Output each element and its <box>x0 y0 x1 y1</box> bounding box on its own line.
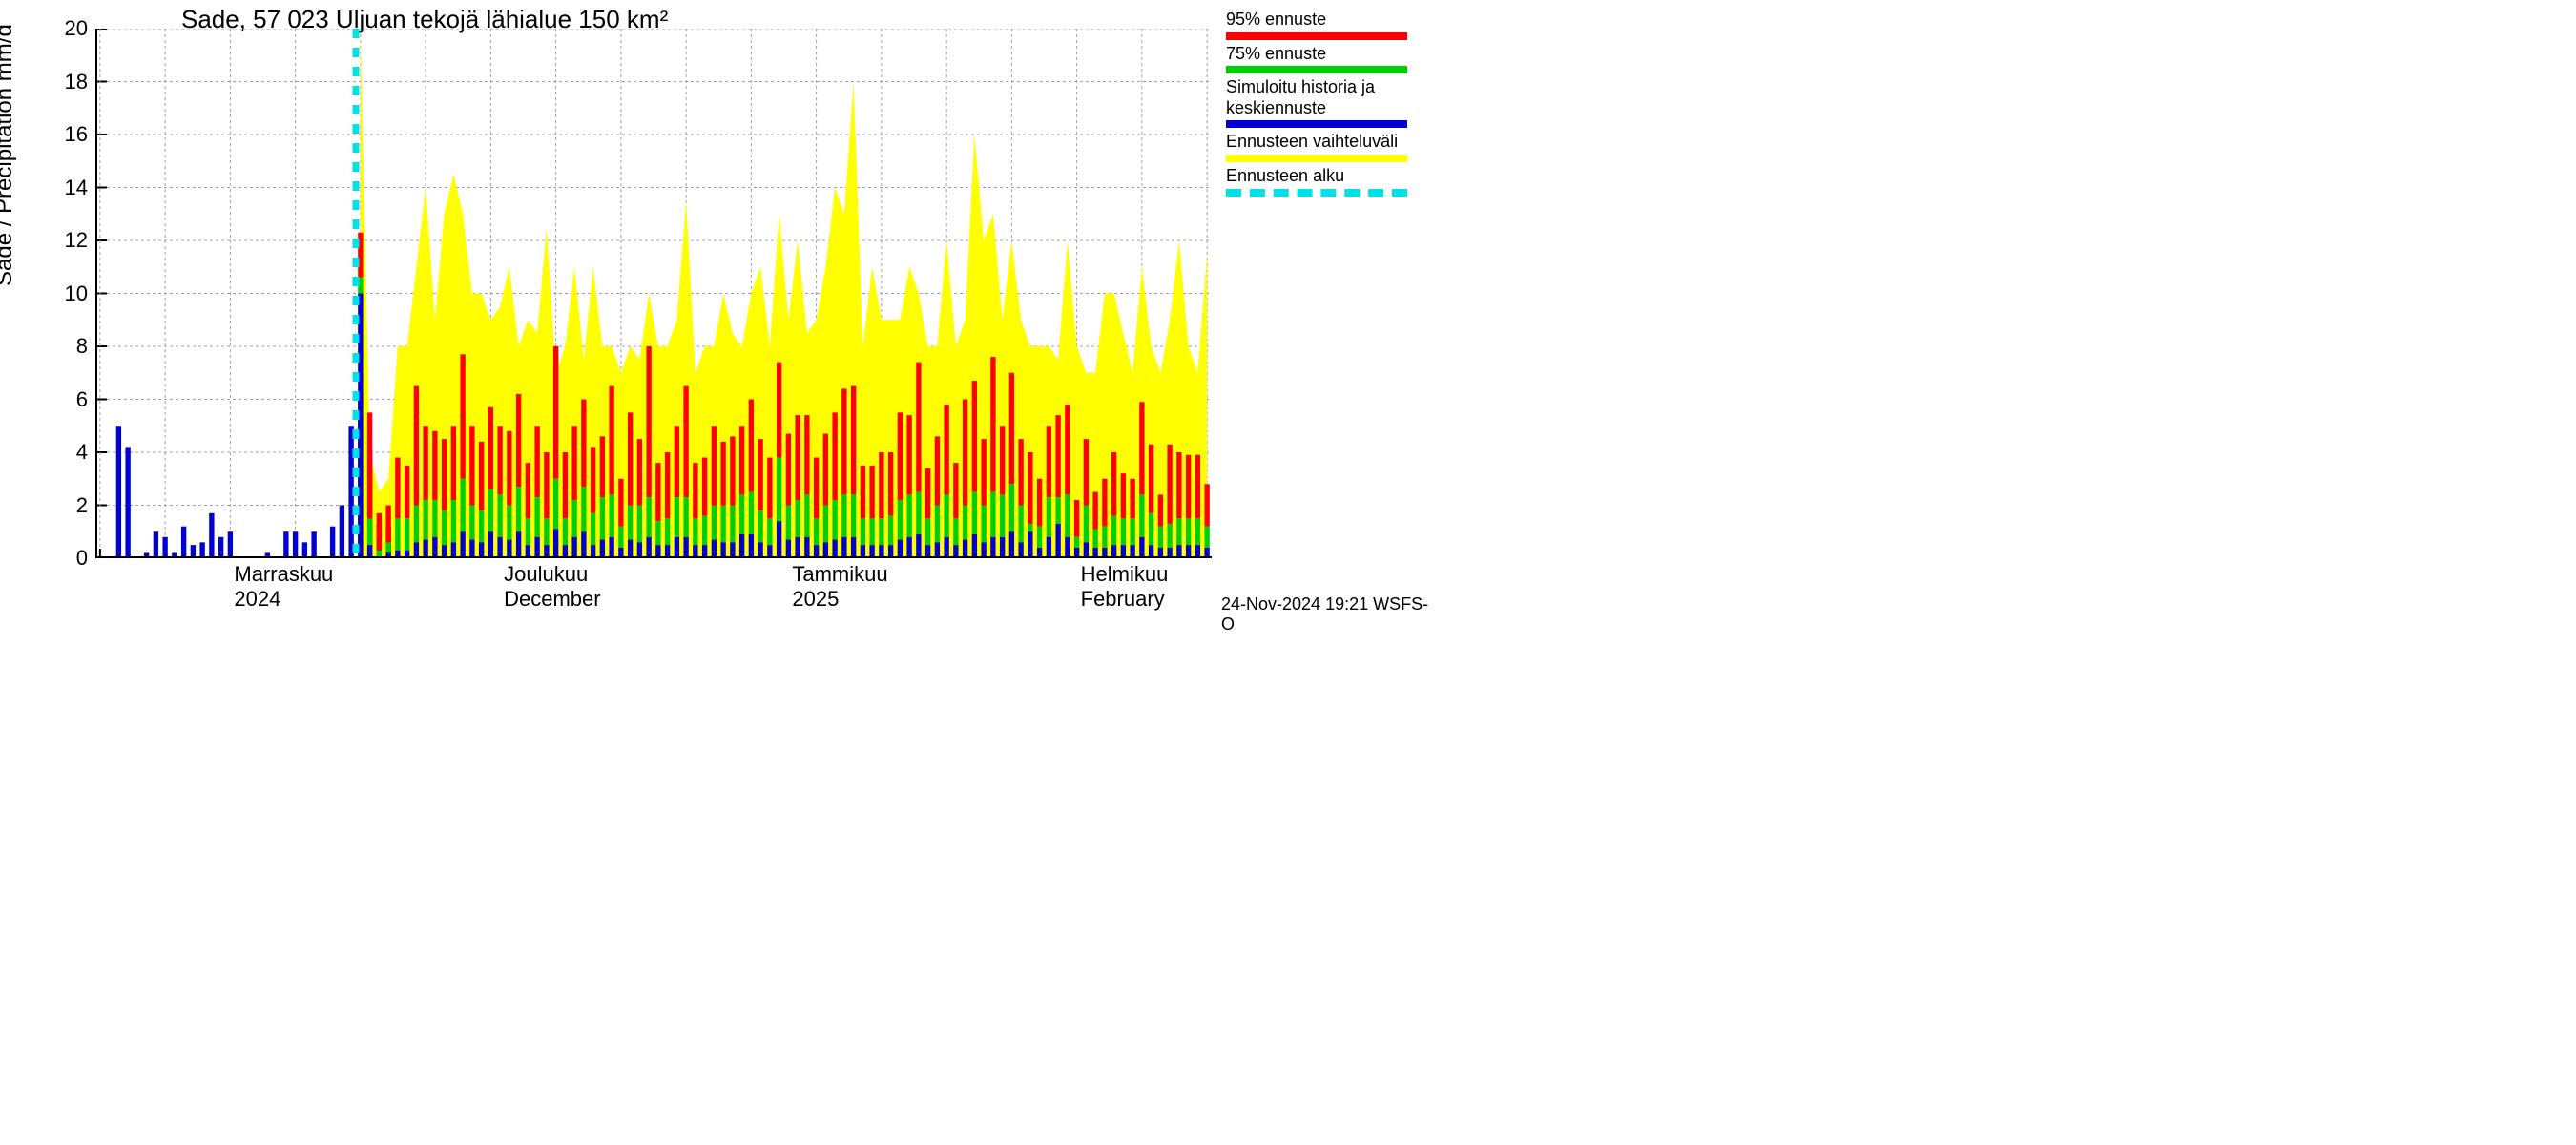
legend: 95% ennuste 75% ennuste Simuloitu historia… <box>1226 10 1426 200</box>
x-tick-line1: Joulukuu <box>504 562 588 587</box>
y-tick: 10 <box>40 281 88 306</box>
legend-swatch <box>1226 189 1407 197</box>
y-tick: 12 <box>40 228 88 253</box>
legend-swatch <box>1226 66 1407 73</box>
y-axis-label: Sade / Precipitation mm/d <box>0 24 18 286</box>
plot-frame <box>95 29 1212 558</box>
legend-swatch <box>1226 120 1407 128</box>
footer-timestamp: 24-Nov-2024 19:21 WSFS-O <box>1221 594 1431 635</box>
x-tick-line2: December <box>504 587 600 612</box>
legend-item: Ennusteen alku <box>1226 166 1426 197</box>
legend-item: Simuloitu historia ja keskiennuste <box>1226 77 1426 128</box>
y-tick: 18 <box>40 70 88 94</box>
y-tick: 4 <box>40 440 88 465</box>
legend-item: Ennusteen vaihteluväli <box>1226 132 1426 162</box>
y-tick: 14 <box>40 176 88 200</box>
legend-label: 75% ennuste <box>1226 44 1426 65</box>
legend-label: Ennusteen alku <box>1226 166 1426 187</box>
legend-label: 95% ennuste <box>1226 10 1426 31</box>
legend-item: 95% ennuste <box>1226 10 1426 40</box>
x-tick-line2: 2025 <box>792 587 839 612</box>
x-tick-line1: Marraskuu <box>234 562 333 587</box>
y-tick: 16 <box>40 122 88 147</box>
legend-swatch <box>1226 155 1407 162</box>
chart-container: Sade, 57 023 Uljuan tekojä lähialue 150 … <box>0 0 1431 639</box>
legend-swatch <box>1226 32 1407 40</box>
legend-label: Simuloitu historia ja keskiennuste <box>1226 77 1426 118</box>
x-tick-line2: February <box>1081 587 1165 612</box>
y-tick: 20 <box>40 16 88 41</box>
x-tick-line1: Tammikuu <box>792 562 887 587</box>
y-tick: 8 <box>40 334 88 359</box>
x-tick-line2: 2024 <box>234 587 280 612</box>
legend-label: Ennusteen vaihteluväli <box>1226 132 1426 153</box>
y-tick: 0 <box>40 546 88 571</box>
y-tick: 2 <box>40 493 88 518</box>
legend-item: 75% ennuste <box>1226 44 1426 74</box>
y-tick: 6 <box>40 387 88 412</box>
x-tick-line1: Helmikuu <box>1081 562 1169 587</box>
